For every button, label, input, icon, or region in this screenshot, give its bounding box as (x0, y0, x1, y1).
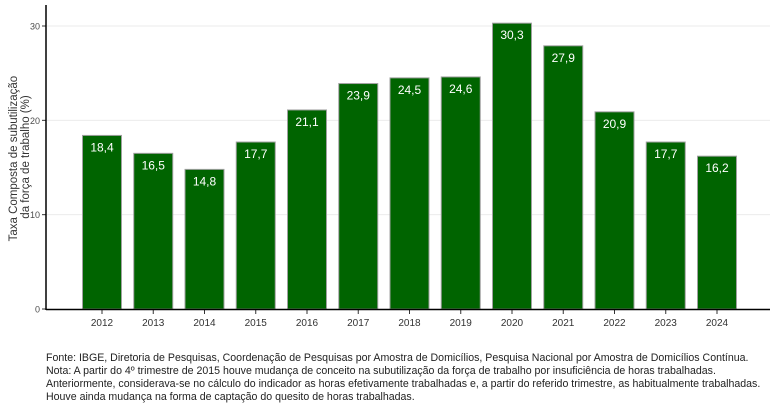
x-tick-label: 2021 (552, 318, 575, 329)
y-tick-label: 10 (30, 210, 40, 220)
x-tick-label: 2016 (296, 318, 319, 329)
data-label-2021: 27,9 (552, 51, 576, 65)
data-label-2018: 24,5 (398, 83, 422, 97)
footnote-note-2: Anteriormente, considerava-se no cálculo… (46, 378, 761, 390)
x-tick-label: 2022 (603, 318, 626, 329)
data-label-2013: 16,5 (142, 158, 166, 172)
data-label-2012: 18,4 (90, 140, 114, 154)
data-label-2017: 23,9 (347, 89, 371, 103)
x-tick-label: 2012 (91, 318, 114, 329)
bar-2020 (492, 22, 532, 310)
data-label-2015: 17,7 (244, 147, 268, 161)
data-labels: 18,4 16,5 14,8 17,7 21,1 23,9 24,5 24,6 30,3 27,9… (90, 28, 729, 188)
x-tick-label: 2017 (347, 318, 370, 329)
bar-2018 (389, 77, 430, 310)
bar-2012 (82, 134, 122, 310)
y-axis-ticks: 0 10 20 30 (30, 22, 46, 315)
footnote-note-3: Houve ainda mudança na forma de captação… (46, 391, 415, 403)
data-label-2022: 20,9 (603, 117, 627, 131)
x-tick-label: 2018 (398, 318, 421, 329)
data-label-2016: 21,1 (295, 115, 319, 129)
footnote-note-1: Nota: A partir do 4º trimestre de 2015 h… (46, 365, 716, 377)
data-label-2019: 24,6 (449, 82, 473, 96)
bar-2024 (697, 155, 737, 310)
x-tick-label: 2015 (245, 318, 268, 329)
footnote: Fonte: IBGE, Diretoria de Pesquisas, Coo… (46, 352, 760, 404)
bar-2013 (133, 152, 174, 310)
data-label-2020: 30,3 (500, 28, 524, 42)
y-axis-label: Taxa Composta de subutilização da força … (8, 73, 32, 242)
bar-2021 (543, 45, 584, 310)
x-tick-label: 2019 (450, 318, 473, 329)
y-tick-label: 0 (35, 305, 40, 315)
bar-2022 (594, 111, 635, 310)
x-axis-ticks: 2012 2013 2014 2015 2016 2017 2018 2019 2020 2021… (91, 310, 729, 329)
footnote-source: Fonte: IBGE, Diretoria de Pesquisas, Coo… (46, 352, 749, 364)
y-axis-label-line-1: Taxa Composta de subutilização (8, 76, 20, 242)
x-tick-label: 2023 (655, 318, 678, 329)
bar-2014 (184, 168, 225, 310)
x-tick-label: 2020 (501, 318, 524, 329)
x-tick-label: 2014 (193, 318, 216, 329)
y-tick-label: 30 (30, 22, 40, 32)
data-label-2023: 17,7 (654, 147, 678, 161)
bar-2019 (440, 76, 481, 310)
y-axis-label-line-2: da força de trabalho (%) (20, 95, 32, 219)
bars (82, 22, 737, 310)
y-tick-label: 20 (30, 116, 40, 126)
bar-2016 (287, 109, 327, 310)
data-label-2024: 16,2 (705, 161, 729, 175)
data-label-2014: 14,8 (193, 174, 217, 188)
x-tick-label: 2013 (142, 318, 165, 329)
x-tick-label: 2024 (706, 318, 729, 329)
bar-2023 (645, 141, 686, 310)
bar-2017 (338, 83, 379, 310)
bar-2015 (235, 141, 276, 310)
